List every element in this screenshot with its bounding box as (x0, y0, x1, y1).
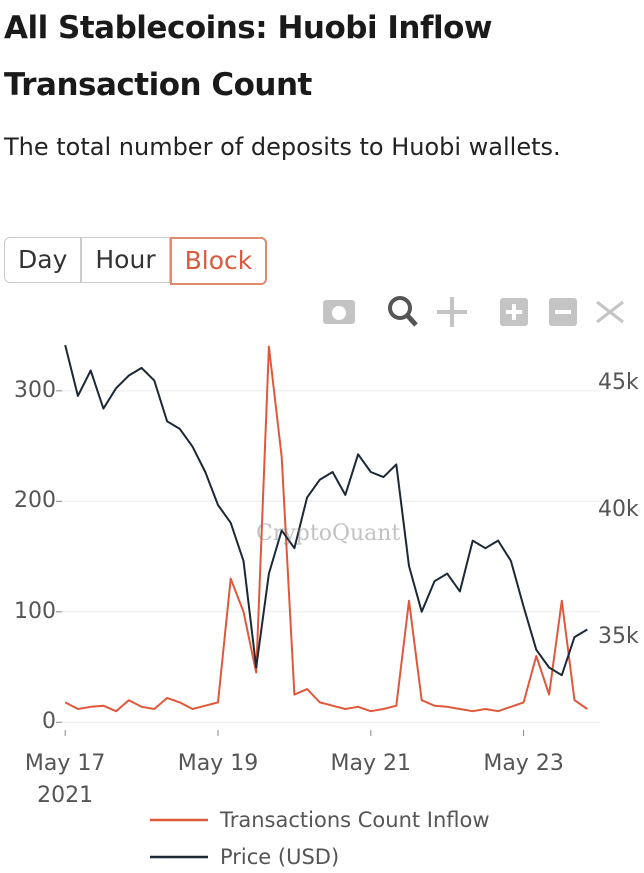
y-tick-label: 300 (14, 377, 56, 403)
toolbar (323, 296, 624, 327)
interval-button[interactable]: Hour (81, 237, 170, 283)
x-tick-label: May 21 (330, 751, 412, 776)
y2-tick-label: 40k (598, 497, 639, 523)
zoom-icon[interactable] (388, 296, 412, 320)
y-tick-label: 200 (14, 488, 56, 514)
interval-buttons: Day Hour Block (4, 237, 268, 285)
pan-icon[interactable] (437, 297, 467, 327)
plus (506, 304, 522, 320)
x-tick-label: May 23 (483, 751, 564, 776)
subtitle: The total number of deposits to Huobi wa… (4, 133, 561, 161)
legend-label: Transactions Count Inflow (220, 808, 490, 832)
x-tick-label: May 17 2021 (24, 751, 106, 808)
interval-button[interactable]: Block (169, 237, 268, 285)
reset-icon[interactable] (596, 300, 624, 324)
camera-lens (332, 306, 346, 320)
y-tick-label: 0 (42, 709, 56, 735)
y-tick-label: 100 (14, 598, 56, 624)
title: All Stablecoins: Huobi Inflow Transactio… (4, 10, 493, 103)
y2-tick-label: 45k (598, 370, 639, 396)
legend-label: Price (USD) (220, 845, 340, 869)
watermark: CryptoQuant (256, 521, 401, 546)
y2-tick-label: 35k (598, 624, 639, 650)
series-line (64, 345, 588, 713)
interval-button[interactable]: Day (4, 237, 82, 283)
series-line (64, 344, 588, 677)
x-tick-label: May 19 (177, 751, 259, 776)
zoom-handle (405, 313, 418, 327)
